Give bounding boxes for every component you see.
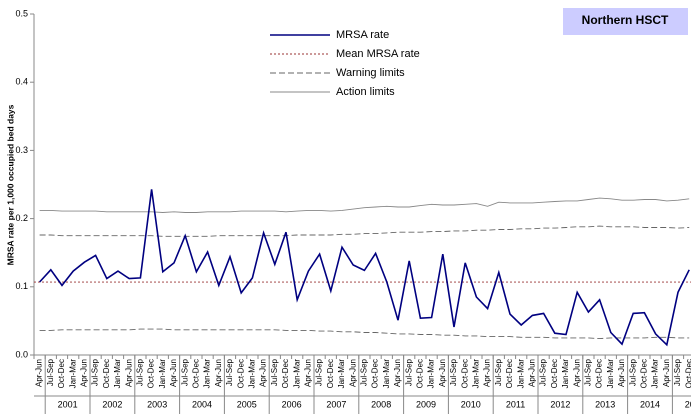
year-label: 2012 bbox=[550, 399, 570, 409]
legend-label: Warning limits bbox=[336, 67, 405, 79]
y-tick-label: 0.4 bbox=[15, 77, 28, 87]
y-tick-label: 0.1 bbox=[15, 281, 28, 291]
y-tick-label: 0.0 bbox=[15, 349, 28, 359]
x-tick-label: Oct-Dec bbox=[57, 359, 66, 388]
x-tick-label: Oct-Dec bbox=[550, 359, 559, 388]
x-tick-label: Apr-Jun bbox=[393, 359, 402, 387]
x-tick-label: Jan-Mar bbox=[203, 359, 212, 389]
x-tick-label: Jan-Mar bbox=[516, 359, 525, 389]
legend-label: Action limits bbox=[336, 86, 395, 98]
x-tick-label: Jul-Sep bbox=[315, 358, 324, 386]
x-tick-label: Apr-Jun bbox=[572, 359, 581, 387]
x-tick-label: Jul-Sep bbox=[136, 358, 145, 386]
x-tick-label: Oct-Dec bbox=[326, 359, 335, 388]
x-tick-label: Jul-Sep bbox=[225, 358, 234, 386]
x-tick-label: Jul-Sep bbox=[404, 358, 413, 386]
x-tick-label: Jul-Sep bbox=[360, 358, 369, 386]
chart-title: Northern HSCT bbox=[582, 13, 669, 27]
x-tick-label: Jul-Sep bbox=[46, 358, 55, 386]
x-tick-label: Jul-Sep bbox=[539, 358, 548, 386]
x-tick-label: Oct-Dec bbox=[460, 359, 469, 388]
x-tick-label: Apr-Jun bbox=[483, 359, 492, 387]
year-label: 2011 bbox=[506, 399, 525, 409]
x-tick-label: Jan-Mar bbox=[68, 359, 77, 389]
year-label: 2001 bbox=[58, 399, 78, 409]
x-tick-label: Oct-Dec bbox=[684, 359, 691, 388]
x-tick-label: Apr-Jun bbox=[662, 359, 671, 387]
x-tick-label: Jan-Mar bbox=[472, 359, 481, 389]
x-tick-label: Jan-Mar bbox=[561, 359, 570, 389]
year-label: 2003 bbox=[147, 399, 167, 409]
x-tick-label: Oct-Dec bbox=[371, 359, 380, 388]
x-tick-label: Jul-Sep bbox=[584, 358, 593, 386]
x-tick-label: Jan-Mar bbox=[382, 359, 391, 389]
x-tick-label: Apr-Jun bbox=[124, 359, 133, 387]
x-tick-label: Jan-Mar bbox=[113, 359, 122, 389]
y-tick-label: 0.2 bbox=[15, 213, 28, 223]
x-tick-label: Oct-Dec bbox=[281, 359, 290, 388]
series-line bbox=[39, 328, 690, 340]
year-label: 2004 bbox=[192, 399, 212, 409]
year-label: 2009 bbox=[416, 399, 436, 409]
year-label: 2015 bbox=[685, 399, 691, 409]
x-tick-label: Oct-Dec bbox=[505, 359, 514, 388]
x-tick-label: Jan-Mar bbox=[248, 359, 257, 389]
x-tick-label: Apr-Jun bbox=[214, 359, 223, 387]
legend-label: Mean MRSA rate bbox=[336, 48, 420, 60]
y-axis-label: MRSA rate per 1,000 occupied bed days bbox=[5, 104, 15, 265]
y-tick-label: 0.5 bbox=[15, 8, 28, 18]
x-tick-label: Apr-Jun bbox=[80, 359, 89, 387]
series-line bbox=[39, 197, 690, 213]
x-tick-label: Jul-Sep bbox=[449, 358, 458, 386]
x-tick-label: Apr-Jun bbox=[438, 359, 447, 387]
x-tick-label: Apr-Jun bbox=[528, 359, 537, 387]
x-tick-label: Jan-Mar bbox=[651, 359, 660, 389]
x-tick-label: Oct-Dec bbox=[236, 359, 245, 388]
x-tick-label: Apr-Jun bbox=[259, 359, 268, 387]
x-tick-label: Jul-Sep bbox=[91, 358, 100, 386]
x-tick-label: Jul-Sep bbox=[628, 358, 637, 386]
x-tick-label: Oct-Dec bbox=[192, 359, 201, 388]
x-tick-label: Oct-Dec bbox=[147, 359, 156, 388]
x-tick-label: Apr-Jun bbox=[35, 359, 44, 387]
x-tick-label: Jan-Mar bbox=[606, 359, 615, 389]
year-label: 2008 bbox=[371, 399, 391, 409]
year-label: 2013 bbox=[595, 399, 615, 409]
x-tick-label: Jul-Sep bbox=[270, 358, 279, 386]
year-label: 2014 bbox=[640, 399, 660, 409]
x-tick-label: Apr-Jun bbox=[304, 359, 313, 387]
year-label: 2006 bbox=[282, 399, 302, 409]
x-tick-label: Oct-Dec bbox=[595, 359, 604, 388]
x-tick-label: Jul-Sep bbox=[673, 358, 682, 386]
x-tick-label: Oct-Dec bbox=[102, 359, 111, 388]
year-label: 2002 bbox=[102, 399, 122, 409]
year-label: 2007 bbox=[326, 399, 346, 409]
year-label: 2005 bbox=[237, 399, 257, 409]
x-tick-label: Jan-Mar bbox=[427, 359, 436, 389]
x-tick-label: Jul-Sep bbox=[494, 358, 503, 386]
x-tick-label: Apr-Jun bbox=[348, 359, 357, 387]
x-tick-label: Apr-Jun bbox=[617, 359, 626, 387]
x-tick-label: Jul-Sep bbox=[180, 358, 189, 386]
x-tick-label: Jan-Mar bbox=[337, 359, 346, 389]
title-box bbox=[563, 8, 688, 35]
legend-label: MRSA rate bbox=[336, 29, 389, 41]
year-label: 2010 bbox=[461, 399, 481, 409]
x-tick-label: Oct-Dec bbox=[416, 359, 425, 388]
x-tick-label: Jan-Mar bbox=[158, 359, 167, 389]
x-tick-label: Oct-Dec bbox=[640, 359, 649, 388]
series-line bbox=[39, 189, 690, 347]
series-line bbox=[39, 225, 690, 237]
x-tick-label: Jan-Mar bbox=[292, 359, 301, 389]
x-tick-label: Apr-Jun bbox=[169, 359, 178, 387]
y-tick-label: 0.3 bbox=[15, 145, 28, 155]
